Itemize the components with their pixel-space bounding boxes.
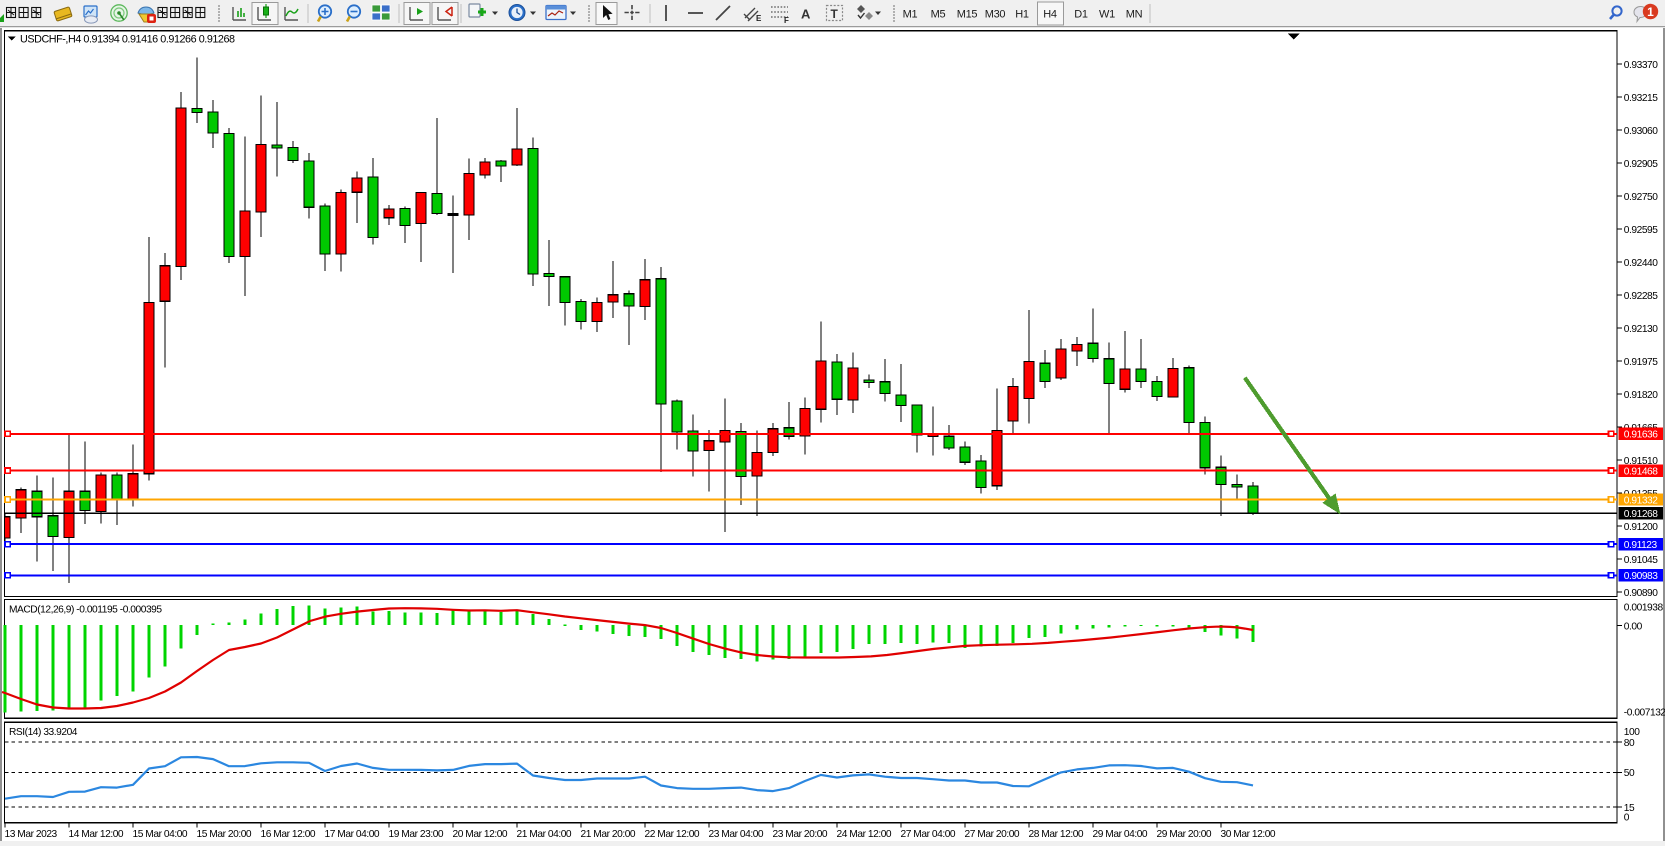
svg-text:50: 50 — [1624, 768, 1635, 779]
svg-text:0.91045: 0.91045 — [1624, 555, 1658, 566]
svg-text:0.001938: 0.001938 — [1624, 603, 1664, 614]
svg-text:0.92285: 0.92285 — [1624, 291, 1658, 302]
svg-text:24 Mar 12:00: 24 Mar 12:00 — [837, 829, 892, 840]
svg-text:E: E — [756, 14, 762, 23]
svg-text:0.93370: 0.93370 — [1624, 60, 1658, 71]
svg-text:0.91200: 0.91200 — [1624, 522, 1658, 533]
svg-text:M15: M15 — [957, 9, 978, 21]
svg-text:27 Mar 04:00: 27 Mar 04:00 — [901, 829, 956, 840]
svg-text:0.93060: 0.93060 — [1624, 126, 1658, 137]
svg-text:1: 1 — [1647, 5, 1654, 19]
svg-text:21 Mar 20:00: 21 Mar 20:00 — [581, 829, 636, 840]
svg-text:15: 15 — [1624, 803, 1635, 814]
svg-text:0.00: 0.00 — [1624, 621, 1643, 632]
svg-text:M30: M30 — [985, 9, 1006, 21]
svg-text:13 Mar 2023: 13 Mar 2023 — [5, 829, 58, 840]
svg-text:0.91510: 0.91510 — [1624, 456, 1658, 467]
svg-text:22 Mar 12:00: 22 Mar 12:00 — [645, 829, 700, 840]
svg-text:28 Mar 12:00: 28 Mar 12:00 — [1029, 829, 1084, 840]
svg-text:USDCHF-,H4 0.91394 0.91416 0.: USDCHF-,H4 0.91394 0.91416 0.91266 0.912… — [20, 34, 235, 46]
svg-text:-0.007132: -0.007132 — [1624, 708, 1665, 719]
svg-text:0.90983: 0.90983 — [1624, 571, 1658, 582]
svg-text:0.91332: 0.91332 — [1624, 495, 1658, 506]
svg-text:0.92595: 0.92595 — [1624, 225, 1658, 236]
svg-text:H1: H1 — [1015, 9, 1029, 21]
svg-text:0.92130: 0.92130 — [1624, 324, 1658, 335]
svg-text:23 Mar 20:00: 23 Mar 20:00 — [773, 829, 828, 840]
svg-text:MN: MN — [1126, 9, 1143, 21]
svg-text:30 Mar 12:00: 30 Mar 12:00 — [1221, 829, 1276, 840]
svg-text:0.91123: 0.91123 — [1624, 540, 1658, 551]
svg-text:M5: M5 — [931, 9, 946, 21]
svg-text:100: 100 — [1624, 727, 1640, 738]
svg-text:0.91636: 0.91636 — [1624, 430, 1658, 441]
svg-text:0: 0 — [1624, 812, 1630, 823]
svg-text:20 Mar 12:00: 20 Mar 12:00 — [453, 829, 508, 840]
svg-text:19 Mar 23:00: 19 Mar 23:00 — [389, 829, 444, 840]
svg-text:15 Mar 04:00: 15 Mar 04:00 — [133, 829, 188, 840]
svg-text:0.92440: 0.92440 — [1624, 258, 1658, 269]
svg-text:0.92750: 0.92750 — [1624, 192, 1658, 203]
svg-text:15 Mar 20:00: 15 Mar 20:00 — [197, 829, 252, 840]
svg-text:80: 80 — [1624, 738, 1635, 749]
svg-text:MACD(12,26,9) -0.001195 -0.000: MACD(12,26,9) -0.001195 -0.000395 — [9, 605, 162, 616]
svg-text:23 Mar 04:00: 23 Mar 04:00 — [709, 829, 764, 840]
svg-text:0.90890: 0.90890 — [1624, 588, 1658, 599]
svg-text:RSI(14) 33.9204: RSI(14) 33.9204 — [9, 727, 78, 738]
svg-text:17 Mar 04:00: 17 Mar 04:00 — [325, 829, 380, 840]
svg-text:M1: M1 — [903, 9, 918, 21]
svg-text:0.91820: 0.91820 — [1624, 390, 1658, 401]
svg-text:0.91268: 0.91268 — [1624, 509, 1658, 520]
svg-text:D1: D1 — [1074, 9, 1088, 21]
svg-text:0.93215: 0.93215 — [1624, 93, 1658, 104]
svg-text:H4: H4 — [1043, 9, 1057, 21]
svg-text:0.92905: 0.92905 — [1624, 159, 1658, 170]
svg-text:16 Mar 12:00: 16 Mar 12:00 — [261, 829, 316, 840]
svg-text:29 Mar 20:00: 29 Mar 20:00 — [1157, 829, 1212, 840]
svg-text:0.91468: 0.91468 — [1624, 467, 1658, 478]
svg-text:14 Mar 12:00: 14 Mar 12:00 — [69, 829, 124, 840]
svg-text:F: F — [784, 16, 789, 25]
svg-text:T: T — [831, 7, 839, 21]
svg-text:A: A — [801, 7, 811, 22]
svg-text:21 Mar 04:00: 21 Mar 04:00 — [517, 829, 572, 840]
svg-text:27 Mar 20:00: 27 Mar 20:00 — [965, 829, 1020, 840]
svg-text:W1: W1 — [1099, 9, 1115, 21]
svg-text:29 Mar 04:00: 29 Mar 04:00 — [1093, 829, 1148, 840]
svg-text:0.91975: 0.91975 — [1624, 357, 1658, 368]
